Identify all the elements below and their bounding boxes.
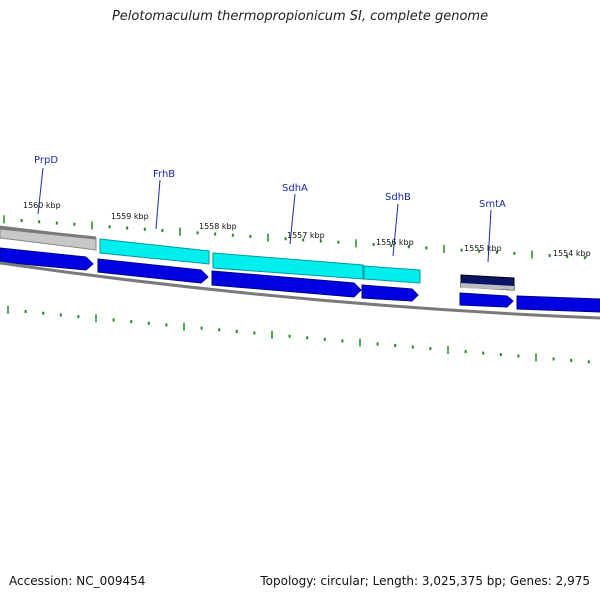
- forward-cds-track: [0, 247, 600, 313]
- map-title: Pelotomaculum thermopropionicum SI, comp…: [111, 9, 489, 24]
- cds-arrow-3[interactable]: [211, 270, 362, 298]
- inner-scale-ticks: [7, 305, 590, 364]
- scale-label-1558: 1558 kbp: [199, 222, 237, 231]
- gene-smta-shadow: [461, 283, 514, 290]
- genome-backbone-upper: [0, 226, 97, 240]
- upper-gene-track: [0, 225, 515, 291]
- scale-label-1557: 1557 kbp: [287, 231, 325, 240]
- gene-label-frhb[interactable]: FrhB: [153, 169, 175, 230]
- gene-frhb-box[interactable]: [99, 238, 210, 265]
- gene-label-sdha[interactable]: SdhA: [282, 183, 308, 245]
- gene-label-smta[interactable]: SmtA: [479, 199, 506, 263]
- genome-stats-text: Topology: circular; Length: 3,025,375 bp…: [260, 574, 590, 588]
- svg-text:PrpD: PrpD: [34, 155, 58, 166]
- gene-label-sdhb[interactable]: SdhB: [385, 192, 411, 257]
- scale-label-1556: 1556 kbp: [376, 238, 414, 247]
- scale-label-1555: 1555 kbp: [464, 244, 502, 253]
- cds-arrow-2[interactable]: [97, 258, 209, 284]
- svg-text:SdhB: SdhB: [385, 192, 411, 203]
- gene-sdhb-box[interactable]: [363, 265, 421, 284]
- gene-label-prpd[interactable]: PrpD: [34, 155, 58, 215]
- gene-sdha-box[interactable]: [212, 252, 364, 280]
- outer-scale-ticks: [3, 215, 586, 260]
- scale-label-1560: 1560 kbp: [23, 201, 61, 210]
- scale-label-1559: 1559 kbp: [111, 212, 149, 221]
- svg-text:SmtA: SmtA: [479, 199, 506, 210]
- accession-text: Accession: NC_009454: [9, 574, 146, 588]
- cds-arrow-4[interactable]: [361, 284, 419, 302]
- svg-text:FrhB: FrhB: [153, 169, 175, 180]
- scale-label-1554: 1554 kbp: [553, 249, 591, 258]
- cds-arrow-6[interactable]: [516, 295, 600, 313]
- cds-arrow-1[interactable]: [0, 247, 94, 271]
- cds-arrow-5[interactable]: [459, 292, 514, 308]
- genome-backbone: [0, 261, 600, 320]
- svg-text:SdhA: SdhA: [282, 183, 308, 194]
